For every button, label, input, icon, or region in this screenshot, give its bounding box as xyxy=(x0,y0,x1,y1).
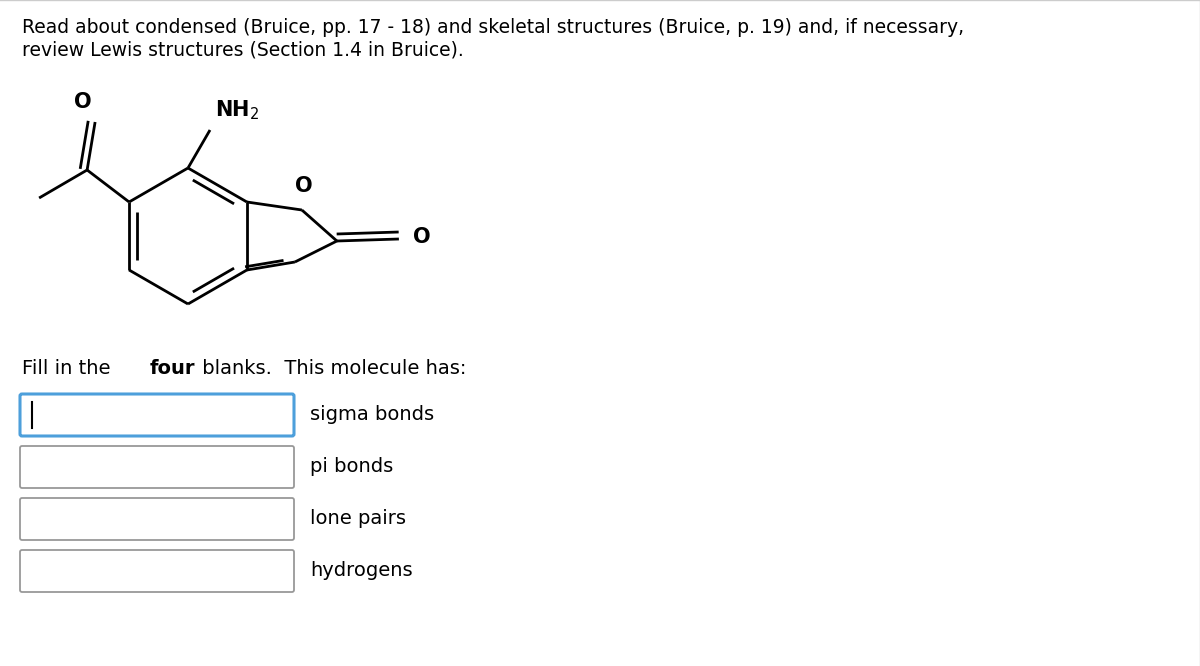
Text: blanks.  This molecule has:: blanks. This molecule has: xyxy=(196,358,467,378)
FancyBboxPatch shape xyxy=(20,550,294,592)
Text: Read about condensed (Bruice, pp. 17 - 18) and skeletal structures (Bruice, p. 1: Read about condensed (Bruice, pp. 17 - 1… xyxy=(22,18,964,37)
Text: O: O xyxy=(413,227,431,247)
Text: four: four xyxy=(150,358,196,378)
Text: pi bonds: pi bonds xyxy=(310,458,394,476)
Text: lone pairs: lone pairs xyxy=(310,509,406,529)
Text: hydrogens: hydrogens xyxy=(310,561,413,581)
FancyBboxPatch shape xyxy=(20,498,294,540)
Text: O: O xyxy=(74,92,92,112)
Text: Fill in the: Fill in the xyxy=(22,358,116,378)
FancyBboxPatch shape xyxy=(20,446,294,488)
Text: sigma bonds: sigma bonds xyxy=(310,406,434,424)
FancyBboxPatch shape xyxy=(20,394,294,436)
Text: review Lewis structures (Section 1.4 in Bruice).: review Lewis structures (Section 1.4 in … xyxy=(22,40,463,59)
Text: NH$_2$: NH$_2$ xyxy=(215,99,259,122)
Text: O: O xyxy=(295,176,313,196)
